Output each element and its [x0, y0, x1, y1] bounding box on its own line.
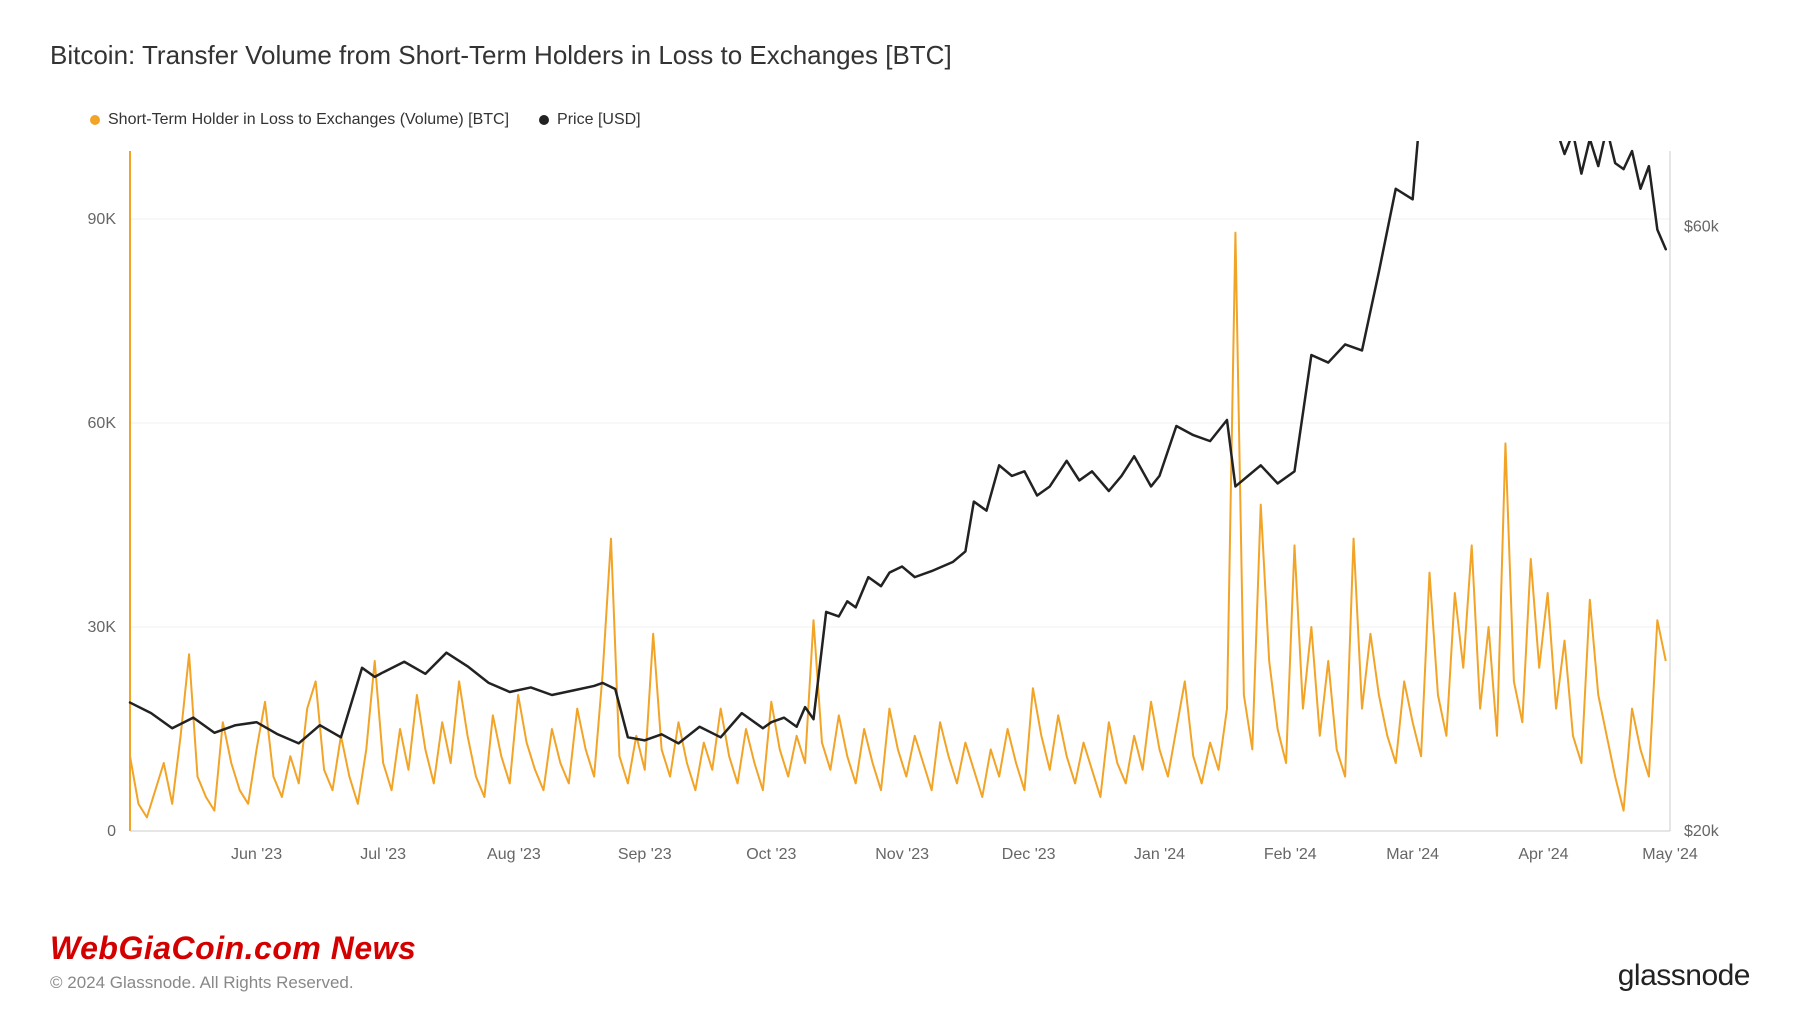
svg-text:60K: 60K	[88, 415, 117, 432]
svg-text:Nov '23: Nov '23	[875, 846, 929, 863]
legend-dot-volume	[90, 115, 100, 125]
svg-text:Dec '23: Dec '23	[1002, 846, 1056, 863]
svg-text:$60k: $60k	[1684, 219, 1720, 236]
svg-text:$20k: $20k	[1684, 823, 1720, 840]
svg-text:Aug '23: Aug '23	[487, 846, 541, 863]
svg-text:Mar '24: Mar '24	[1386, 846, 1439, 863]
svg-text:Feb '24: Feb '24	[1264, 846, 1317, 863]
dual-axis-line-chart: 0 30K 60K 90K $20k $60k Jun '23 Jul '23 Aug '23 S…	[50, 141, 1750, 881]
svg-text:May '24: May '24	[1642, 846, 1698, 863]
legend-item-price: Price [USD]	[539, 111, 641, 129]
svg-text:Jun '23: Jun '23	[231, 846, 282, 863]
svg-text:90K: 90K	[88, 211, 117, 228]
chart-title: Bitcoin: Transfer Volume from Short-Term…	[50, 40, 1750, 71]
legend-dot-price	[539, 115, 549, 125]
svg-text:Jan '24: Jan '24	[1134, 846, 1185, 863]
svg-text:Apr '24: Apr '24	[1518, 846, 1568, 863]
legend-label-price: Price [USD]	[557, 111, 641, 129]
svg-text:30K: 30K	[88, 619, 117, 636]
copyright: © 2024 Glassnode. All Rights Reserved.	[50, 973, 416, 993]
brand-logo: glassnode	[1618, 959, 1750, 993]
svg-text:0: 0	[107, 823, 116, 840]
legend-item-volume: Short-Term Holder in Loss to Exchanges (…	[90, 111, 509, 129]
watermark: WebGiaCoin.com News	[50, 930, 416, 967]
chart-container: 0 30K 60K 90K $20k $60k Jun '23 Jul '23 Aug '23 S…	[50, 141, 1750, 881]
svg-text:Sep '23: Sep '23	[618, 846, 672, 863]
legend-label-volume: Short-Term Holder in Loss to Exchanges (…	[108, 111, 509, 129]
svg-text:Oct '23: Oct '23	[746, 846, 796, 863]
svg-text:Jul '23: Jul '23	[360, 846, 406, 863]
legend: Short-Term Holder in Loss to Exchanges (…	[90, 111, 1750, 129]
